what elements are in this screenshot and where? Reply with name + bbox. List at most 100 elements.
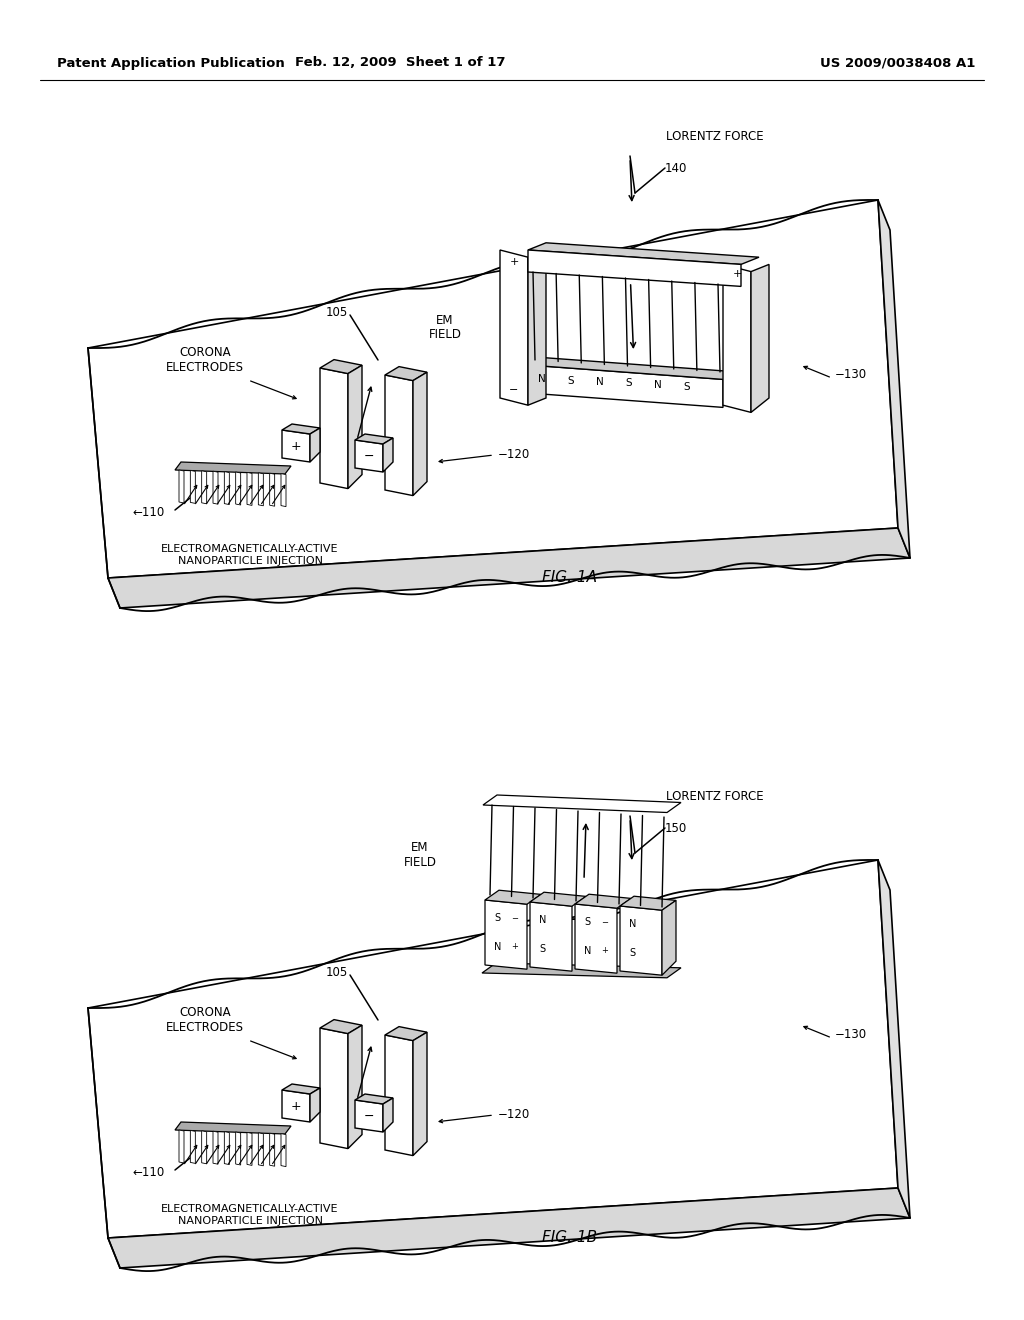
Polygon shape (175, 462, 291, 474)
Text: +: + (511, 942, 518, 952)
Polygon shape (202, 471, 207, 504)
Polygon shape (530, 902, 572, 972)
Polygon shape (310, 1088, 319, 1122)
Text: ←110: ←110 (133, 506, 165, 519)
Polygon shape (528, 243, 759, 264)
Polygon shape (282, 1084, 319, 1094)
Text: ELECTROMAGNETICALLY-ACTIVE
NANOPARTICLE INJECTION: ELECTROMAGNETICALLY-ACTIVE NANOPARTICLE … (161, 1204, 339, 1226)
Text: −130: −130 (835, 368, 867, 381)
Polygon shape (385, 1035, 413, 1155)
Text: N: N (596, 378, 604, 387)
Text: +: + (291, 1100, 301, 1113)
Text: N: N (654, 380, 662, 389)
Text: FIG. 1B: FIG. 1B (543, 1229, 598, 1245)
Polygon shape (355, 440, 383, 473)
Text: ELECTROMAGNETICALLY-ACTIVE
NANOPARTICLE INJECTION: ELECTROMAGNETICALLY-ACTIVE NANOPARTICLE … (161, 544, 339, 566)
Text: S: S (585, 917, 591, 927)
Polygon shape (236, 1133, 241, 1166)
Polygon shape (385, 375, 413, 495)
Polygon shape (620, 896, 676, 911)
Text: +: + (732, 269, 741, 280)
Text: S: S (567, 375, 574, 385)
Polygon shape (530, 892, 586, 907)
Polygon shape (575, 894, 631, 908)
Text: EM
FIELD: EM FIELD (403, 841, 436, 869)
Polygon shape (482, 964, 681, 978)
Polygon shape (319, 368, 348, 488)
Polygon shape (528, 249, 546, 405)
Text: LORENTZ FORCE: LORENTZ FORCE (667, 789, 764, 803)
Text: FIG. 1A: FIG. 1A (543, 569, 597, 585)
Polygon shape (281, 474, 286, 507)
Polygon shape (485, 890, 541, 904)
Text: CORONA
ELECTRODES: CORONA ELECTRODES (166, 1006, 244, 1034)
Polygon shape (310, 428, 319, 462)
Polygon shape (281, 1134, 286, 1167)
Text: EM
FIELD: EM FIELD (428, 314, 462, 342)
Text: −: − (364, 1110, 374, 1122)
Polygon shape (528, 249, 741, 286)
Text: +: + (509, 257, 519, 267)
Text: −: − (511, 913, 518, 923)
Polygon shape (385, 367, 427, 380)
Text: Feb. 12, 2009  Sheet 1 of 17: Feb. 12, 2009 Sheet 1 of 17 (295, 57, 505, 70)
Polygon shape (500, 249, 528, 405)
Polygon shape (202, 1131, 207, 1164)
Polygon shape (413, 1032, 427, 1155)
Text: −120: −120 (498, 449, 530, 462)
Polygon shape (528, 358, 741, 379)
Polygon shape (88, 201, 898, 578)
Text: S: S (684, 381, 690, 392)
Text: +: + (601, 946, 608, 956)
Polygon shape (751, 264, 769, 412)
Text: −: − (509, 385, 519, 395)
Polygon shape (108, 1188, 910, 1269)
Polygon shape (319, 1019, 362, 1034)
Text: −130: −130 (835, 1028, 867, 1041)
Text: N: N (494, 941, 502, 952)
Polygon shape (258, 1133, 263, 1166)
Polygon shape (179, 1130, 184, 1163)
Polygon shape (483, 795, 681, 813)
Polygon shape (723, 264, 751, 412)
Polygon shape (269, 1133, 274, 1166)
Polygon shape (878, 201, 910, 558)
Text: 140: 140 (665, 161, 687, 174)
Polygon shape (355, 1094, 393, 1104)
Polygon shape (355, 1100, 383, 1133)
Polygon shape (383, 1098, 393, 1133)
Text: +: + (291, 440, 301, 453)
Polygon shape (383, 438, 393, 473)
Text: LORENTZ FORCE: LORENTZ FORCE (667, 129, 764, 143)
Polygon shape (282, 424, 319, 434)
Polygon shape (348, 366, 362, 488)
Polygon shape (224, 1131, 229, 1164)
Polygon shape (528, 366, 723, 408)
Polygon shape (258, 473, 263, 506)
Polygon shape (224, 471, 229, 504)
Text: CORONA
ELECTRODES: CORONA ELECTRODES (166, 346, 244, 374)
Text: −120: −120 (498, 1109, 530, 1122)
Text: −: − (601, 917, 608, 927)
Polygon shape (88, 861, 898, 1238)
Text: S: S (630, 948, 636, 958)
Polygon shape (247, 1133, 252, 1166)
Polygon shape (355, 434, 393, 444)
Text: S: S (626, 379, 632, 388)
Polygon shape (179, 470, 184, 503)
Text: S: S (495, 913, 501, 923)
Polygon shape (575, 904, 617, 973)
Polygon shape (878, 861, 910, 1218)
Polygon shape (190, 1130, 196, 1163)
Polygon shape (662, 900, 676, 975)
Polygon shape (213, 1131, 218, 1164)
Polygon shape (247, 473, 252, 506)
Polygon shape (175, 1122, 291, 1134)
Polygon shape (282, 430, 310, 462)
Polygon shape (108, 528, 910, 609)
Polygon shape (348, 1026, 362, 1148)
Polygon shape (485, 900, 527, 969)
Text: N: N (539, 374, 546, 384)
Polygon shape (269, 473, 274, 506)
Text: N: N (629, 919, 636, 929)
